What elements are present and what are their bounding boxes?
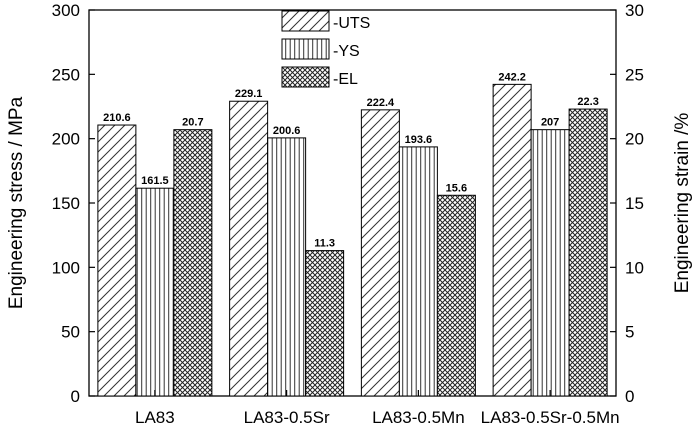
y2-tick-label: 30 [625,1,644,20]
left-axis: 0 50 100 150 200 250 300 [52,1,95,406]
data-labels-group: 210.6 161.5 20.7 229.1 200.6 11.3 222.4 193.6 15… [103,71,599,249]
y-tick-label: 250 [52,65,80,84]
y2-tick-label: 10 [625,258,644,277]
legend-swatch-uts [281,10,330,32]
bar-el [568,108,608,397]
x-tick-label: LA83-0.5Mn [372,408,465,427]
right-axis: 0 5 10 15 20 25 30 [610,1,644,406]
bar-uts [360,109,400,397]
y-tick-label: 100 [52,258,80,277]
y2-tick-label: 15 [625,194,644,213]
bar-ys [135,187,175,397]
bar-uts [229,100,269,397]
bar-el [173,129,213,397]
bar-uts [97,124,137,397]
y2-tick-label: 25 [625,65,644,84]
legend: -UTS -YS -EL [281,10,370,88]
data-label-ys: 200.6 [273,125,301,137]
data-label-uts: 242.2 [498,71,526,83]
x-axis: LA83 LA83-0.5Sr LA83-0.5Mn LA83-0.5Sr-0.5Mn [135,390,620,427]
data-label-ys: 207 [541,117,559,129]
data-label-uts: 222.4 [367,97,395,109]
y-tick-label: 0 [71,387,80,406]
bar-el [436,194,476,397]
y-tick-label: 300 [52,1,80,20]
y-tick-label: 50 [61,323,80,342]
data-label-el: 11.3 [314,238,335,250]
bar-uts [492,83,532,397]
y-axis-title: Engineering stress / MPa [6,96,27,309]
legend-label-uts: -UTS [333,15,370,32]
y2-tick-label: 5 [625,323,634,342]
data-label-ys: 193.6 [405,134,433,146]
y-tick-label: 150 [52,194,80,213]
x-tick-label: LA83-0.5Sr-0.5Mn [481,408,620,427]
bar-ys [398,146,438,397]
legend-label-el: -EL [333,71,358,88]
bar-ys [267,137,307,397]
data-label-el: 15.6 [446,182,467,194]
data-label-ys: 161.5 [141,175,169,187]
x-tick-label: LA83-0.5Sr [244,408,330,427]
bar-ys [530,129,570,397]
data-label-el: 20.7 [182,117,203,129]
legend-label-ys: -YS [333,43,360,60]
y-tick-label: 200 [52,130,80,149]
x-tick-label: LA83 [135,408,175,427]
y2-tick-label: 0 [625,387,634,406]
data-label-uts: 229.1 [235,88,263,100]
bar-el [305,250,345,397]
y2-axis-title: Engineering strain /% [672,113,693,294]
bars-group [97,83,608,397]
legend-swatch-el [281,66,330,88]
data-label-uts: 210.6 [103,112,131,124]
legend-swatch-ys [281,38,330,60]
y2-tick-label: 20 [625,130,644,149]
data-label-el: 22.3 [577,96,598,108]
